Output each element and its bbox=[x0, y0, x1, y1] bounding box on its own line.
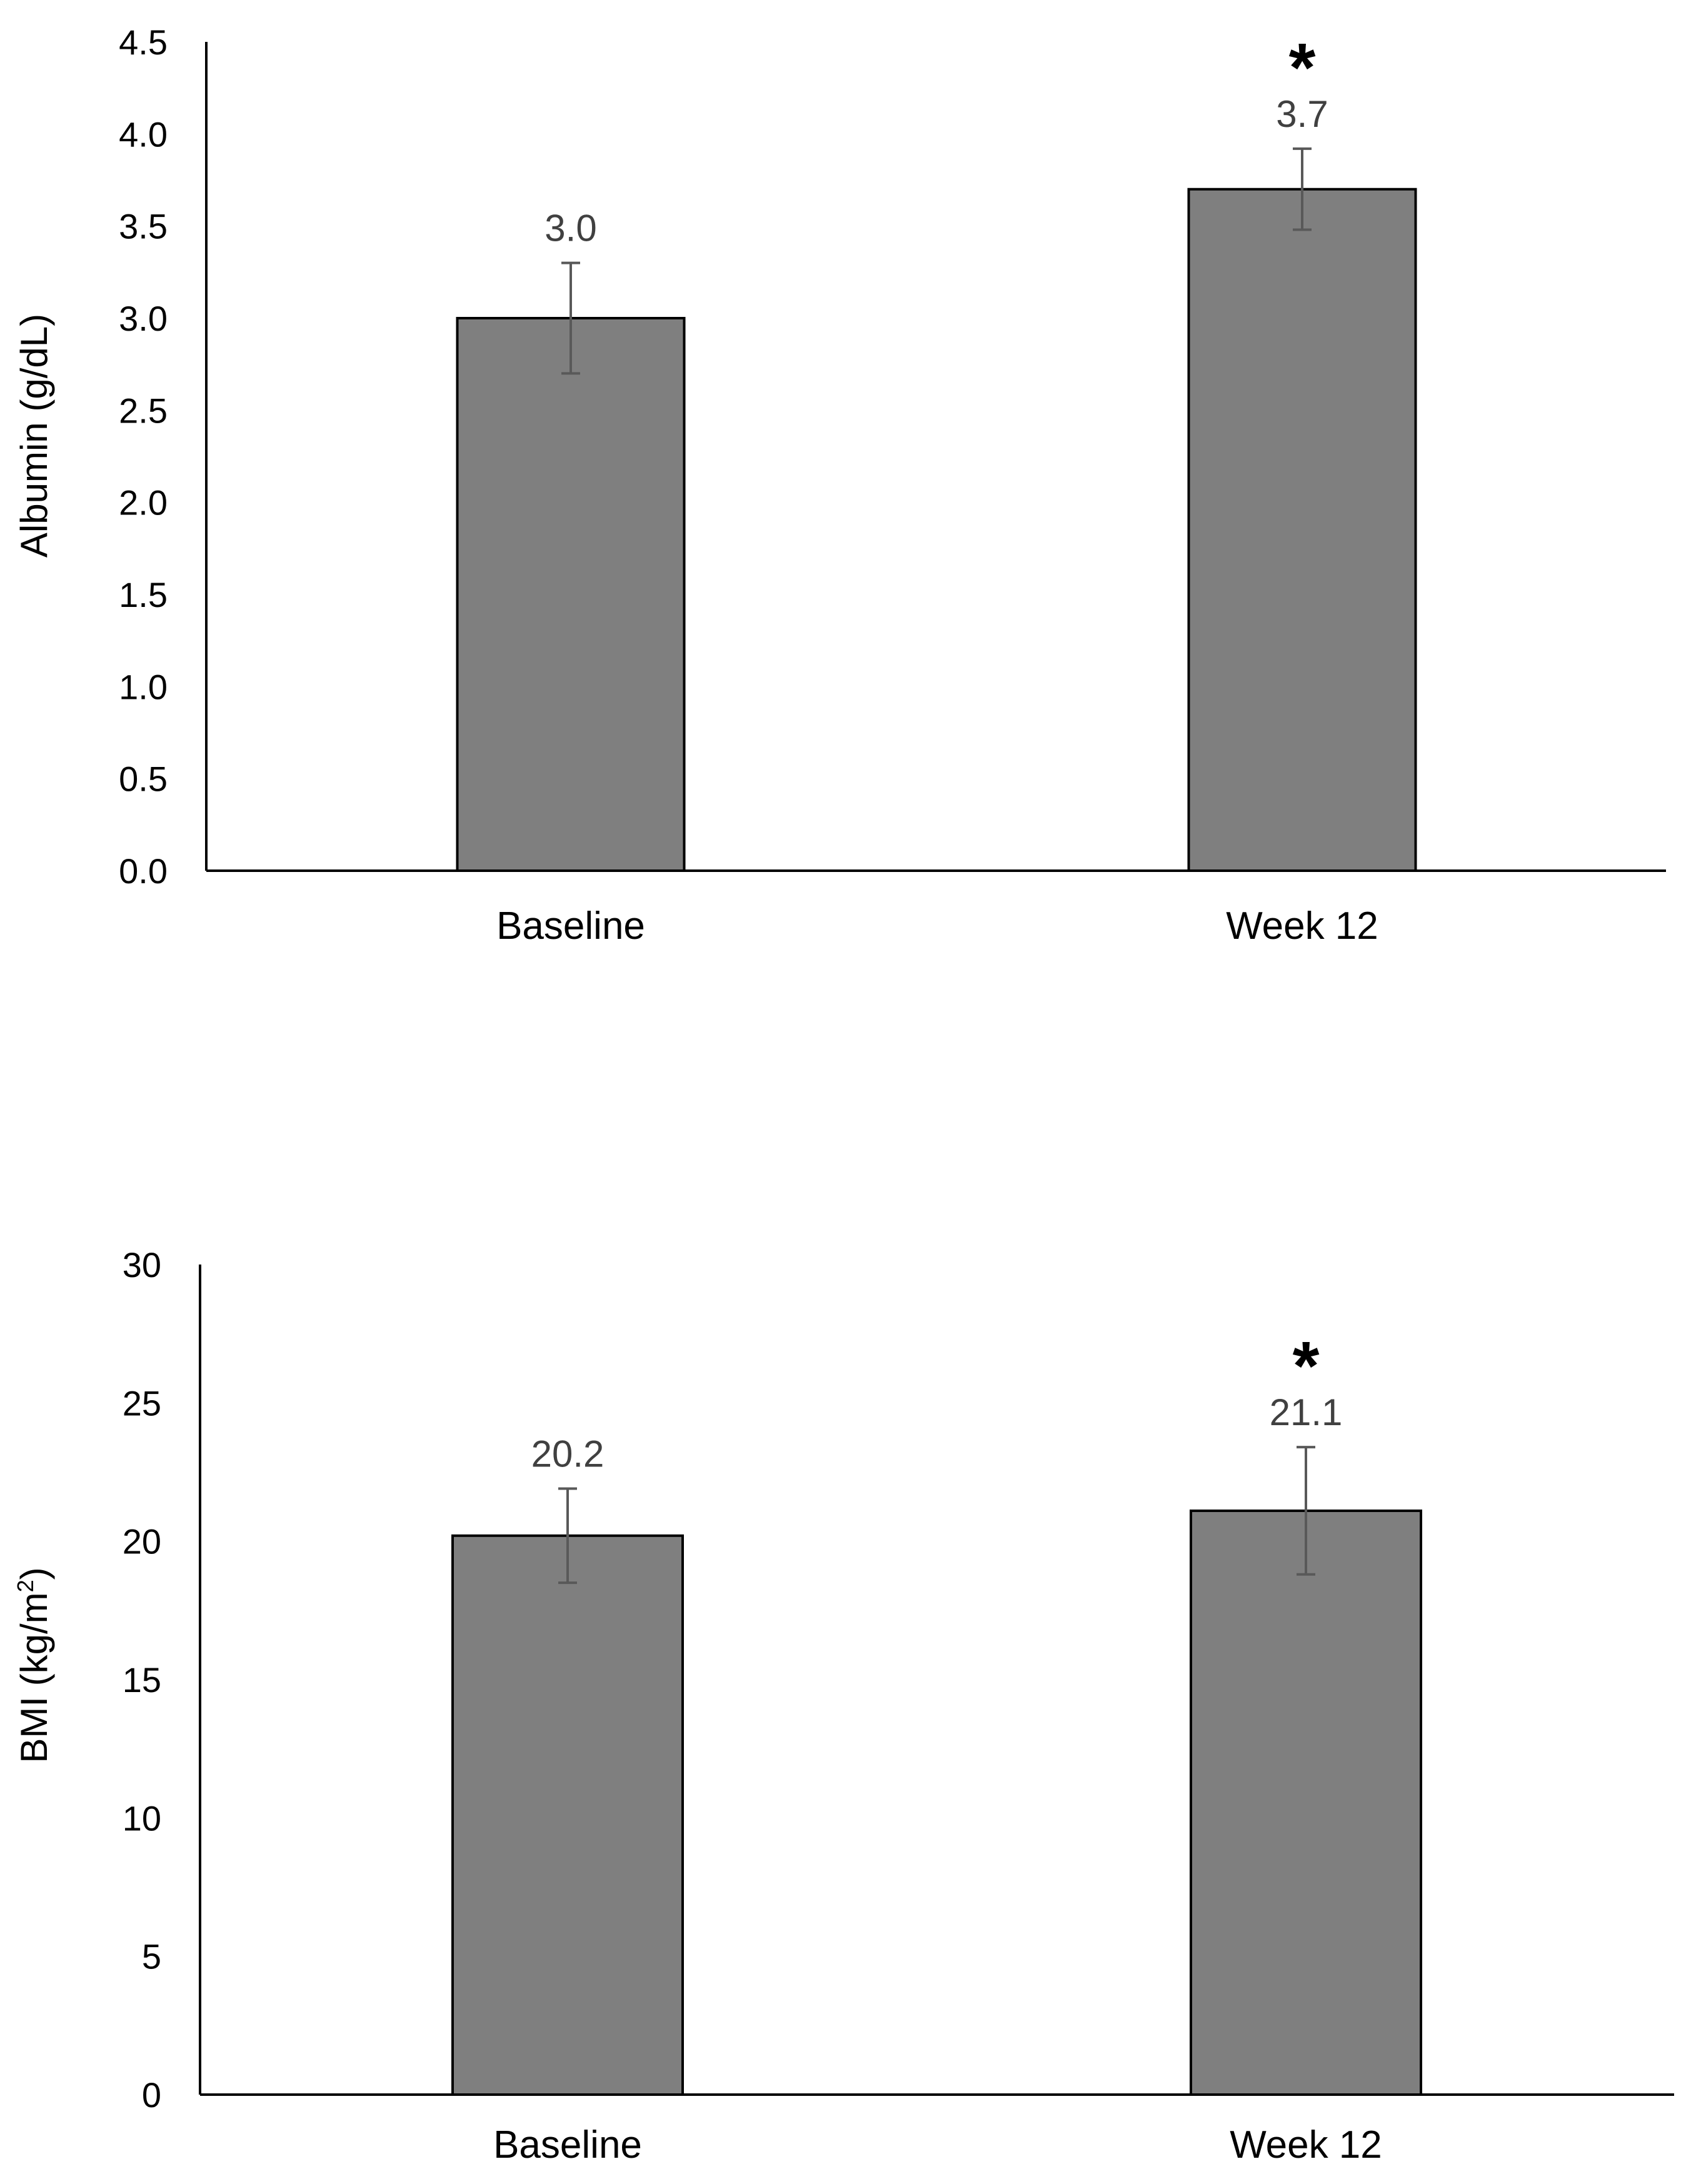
albumin-data-label: 3.0 bbox=[544, 208, 596, 249]
albumin-axes bbox=[205, 42, 1666, 872]
albumin-y-tick-label: 1.0 bbox=[119, 667, 168, 706]
bmi-axes bbox=[199, 1265, 1674, 2096]
albumin-data-labels: 3.0 3.7* bbox=[544, 29, 1328, 249]
bmi-category-labels: Baseline Week 12 bbox=[493, 2123, 1382, 2166]
albumin-chart: Albumin (g/dL) 0.0 0.5 1.0 1.5 2.0 2.5 3.0 3.5 4… bbox=[13, 23, 1666, 948]
bmi-bars bbox=[451, 1509, 1422, 2096]
bmi-data-label: 21.1 bbox=[1270, 1391, 1343, 1433]
albumin-y-ticks: 0.0 0.5 1.0 1.5 2.0 2.5 3.0 3.5 4.0 4.5 bbox=[119, 23, 168, 891]
bmi-category-label: Baseline bbox=[493, 2123, 642, 2166]
albumin-y-tick-label: 4.0 bbox=[119, 114, 168, 154]
bmi-y-axis-title-main: BMI (kg/m bbox=[13, 1592, 55, 1763]
albumin-y-axis-title: Albumin (g/dL) bbox=[13, 314, 55, 558]
albumin-bars bbox=[456, 188, 1417, 873]
bmi-data-label: 20.2 bbox=[531, 1433, 605, 1475]
albumin-y-tick-label: 2.0 bbox=[119, 483, 168, 523]
bmi-y-axis-title-suffix: ) bbox=[13, 1567, 55, 1580]
albumin-y-tick-label: 2.5 bbox=[119, 391, 168, 430]
albumin-error-bars bbox=[561, 147, 1312, 375]
albumin-bar-week-12 bbox=[1187, 188, 1417, 873]
bmi-bar-baseline bbox=[451, 1534, 684, 2096]
albumin-y-tick-label: 1.5 bbox=[119, 575, 168, 614]
albumin-y-tick-label: 0.5 bbox=[119, 759, 168, 799]
albumin-y-tick-label: 3.5 bbox=[119, 207, 168, 246]
albumin-significance-marker: * bbox=[1289, 29, 1316, 106]
albumin-y-tick-label: 0.0 bbox=[119, 851, 168, 891]
bmi-y-tick-label: 20 bbox=[123, 1522, 161, 1561]
albumin-y-tick-label: 4.5 bbox=[119, 23, 168, 62]
albumin-bar-baseline bbox=[456, 317, 686, 872]
bmi-y-tick-label: 0 bbox=[142, 2075, 161, 2115]
bmi-y-axis-title-sup: 2 bbox=[13, 1580, 38, 1592]
bmi-y-tick-label: 10 bbox=[123, 1798, 161, 1838]
bmi-chart: BMI (kg/m2) 0 5 10 15 20 25 30 20.2 21.1* Basel… bbox=[13, 1245, 1674, 2166]
albumin-category-label: Baseline bbox=[496, 904, 645, 948]
albumin-category-label: Week 12 bbox=[1226, 904, 1378, 948]
bmi-bar-week-12 bbox=[1190, 1509, 1422, 2096]
bmi-category-label: Week 12 bbox=[1230, 2123, 1382, 2166]
bmi-y-tick-label: 15 bbox=[123, 1660, 161, 1700]
bmi-y-tick-label: 30 bbox=[123, 1245, 161, 1285]
bmi-y-tick-label: 25 bbox=[123, 1383, 161, 1423]
bmi-y-tick-label: 5 bbox=[142, 1937, 161, 1976]
bmi-error-bars bbox=[558, 1446, 1315, 1585]
albumin-data-label: 3.7 bbox=[1276, 93, 1328, 135]
bmi-y-ticks: 0 5 10 15 20 25 30 bbox=[123, 1245, 161, 2115]
bmi-significance-marker: * bbox=[1293, 1328, 1320, 1405]
bmi-data-labels: 20.2 21.1* bbox=[531, 1328, 1343, 1475]
albumin-y-tick-label: 3.0 bbox=[119, 299, 168, 338]
bmi-y-axis-title: BMI (kg/m2) bbox=[13, 1567, 55, 1763]
albumin-category-labels: Baseline Week 12 bbox=[496, 904, 1378, 948]
